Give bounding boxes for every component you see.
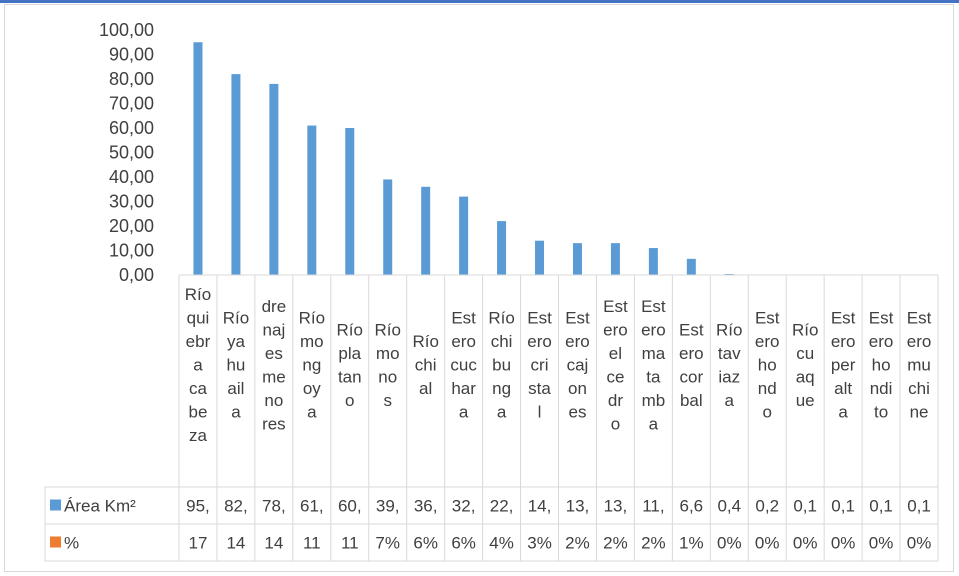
bar xyxy=(421,186,431,275)
table-value: 14, xyxy=(528,497,552,516)
table-value: 0,2 xyxy=(755,497,779,516)
bar xyxy=(610,243,620,275)
table-value: 17 xyxy=(189,534,208,553)
table-value: 61, xyxy=(300,497,324,516)
table-value: 13, xyxy=(566,497,590,516)
category-label: Est ero caj on es xyxy=(565,309,590,422)
bar xyxy=(686,258,696,275)
y-tick-label: 60,00 xyxy=(109,118,154,138)
table-value: 0,1 xyxy=(831,497,855,516)
table-value: 11, xyxy=(642,497,664,516)
legend-key-label: Área Km² xyxy=(64,497,136,516)
y-tick-label: 20,00 xyxy=(109,216,154,236)
table-value: 2% xyxy=(603,534,628,553)
y-tick-label: 90,00 xyxy=(109,45,154,65)
category-label: Río tav iaz a xyxy=(716,320,742,410)
table-value: 0% xyxy=(907,534,932,553)
y-tick-label: 10,00 xyxy=(109,241,154,261)
y-tick-label: 70,00 xyxy=(109,94,154,114)
bar xyxy=(535,240,545,275)
category-label: Est ero per alt a xyxy=(831,309,856,422)
category-labels: Río qui ebr a ca be za Río ya hu ail a dre naj es me no r… xyxy=(185,285,932,445)
bar xyxy=(572,243,582,275)
bar xyxy=(345,128,355,275)
table-value: 6% xyxy=(451,534,476,553)
table-value: 0,1 xyxy=(907,497,931,516)
table-value: 0,4 xyxy=(717,497,741,516)
bar xyxy=(497,221,507,275)
y-tick-label: 40,00 xyxy=(109,167,154,187)
top-accent-rule xyxy=(0,0,959,3)
table-value: 22, xyxy=(490,497,514,516)
category-label: dre naj es me no res xyxy=(262,297,287,434)
category-label: Est ero cor bal xyxy=(679,320,704,410)
category-label: Río ya hu ail a xyxy=(223,309,249,422)
table-value: 0% xyxy=(717,534,742,553)
table-value: 60, xyxy=(338,497,362,516)
table-value: 7% xyxy=(375,534,400,553)
category-label: Río chi bu ng a xyxy=(488,309,514,422)
table-value: 0% xyxy=(793,534,818,553)
table-value: 78, xyxy=(262,497,286,516)
category-label: Est ero mu chi ne xyxy=(907,309,932,422)
bar xyxy=(648,248,658,275)
category-label: Est ero ma ta mb a xyxy=(641,297,666,434)
legend-key-swatch xyxy=(50,536,61,548)
table-value: 14 xyxy=(226,534,245,553)
table-value: 36, xyxy=(414,497,438,516)
bar xyxy=(383,179,393,275)
y-tick-label: 30,00 xyxy=(109,192,154,212)
category-label: Río qui ebr a ca be za xyxy=(185,285,211,445)
category-label: Río cu aq ue xyxy=(792,320,818,410)
category-label: Est ero cuc har a xyxy=(450,309,477,422)
table-value: 3% xyxy=(527,534,552,553)
category-label: Est ero el ce dr o xyxy=(603,297,628,434)
table-value: 11 xyxy=(303,534,321,553)
table-value: 4% xyxy=(489,534,514,553)
category-label: Río chi al xyxy=(412,332,438,398)
y-tick-label: 100,00 xyxy=(99,20,154,40)
bar xyxy=(307,125,317,275)
bar xyxy=(231,74,241,275)
legend-key-swatch xyxy=(50,499,61,511)
category-label: Est ero ho ndi to xyxy=(869,309,894,422)
table-value: 82, xyxy=(224,497,248,516)
bar-series xyxy=(193,42,924,276)
bar xyxy=(193,42,203,275)
data-table-grid xyxy=(44,274,939,562)
bar xyxy=(269,83,279,276)
table-value: 0,1 xyxy=(869,497,893,516)
bar xyxy=(459,196,469,275)
chart-frame xyxy=(4,4,954,572)
table-value: 39, xyxy=(376,497,400,516)
table-value: 6% xyxy=(413,534,438,553)
table-value: 0% xyxy=(755,534,780,553)
category-label: Río mo no s xyxy=(374,320,400,410)
table-value: 2% xyxy=(565,534,590,553)
data-table-values: 95, 82, 78, 61, 60, 39, 36, 32, 22, 14, 13, 13, 11, 6… xyxy=(186,497,931,553)
y-tick-label: 50,00 xyxy=(109,143,154,163)
y-axis-ticks: 0,00 10,00 20,00 30,00 40,00 50,00 60,00 70,00 8… xyxy=(99,20,154,285)
legend-keys: Área Km²% xyxy=(50,497,136,553)
category-label: Río mo ng oy a xyxy=(299,309,325,422)
table-value: 14 xyxy=(264,534,283,553)
table-value: 0% xyxy=(831,534,856,553)
table-value: 6,6 xyxy=(680,497,704,516)
category-label: Est ero ho nd o xyxy=(755,309,780,422)
legend-key-label: % xyxy=(64,534,79,553)
table-value: 11 xyxy=(341,534,359,553)
y-tick-label: 0,00 xyxy=(119,265,154,285)
table-value: 1% xyxy=(679,534,704,553)
table-value: 95, xyxy=(186,497,210,516)
table-value: 32, xyxy=(452,497,476,516)
category-label: Est ero cri sta l xyxy=(527,309,552,422)
table-value: 0,1 xyxy=(793,497,817,516)
y-tick-label: 80,00 xyxy=(109,69,154,89)
table-value: 2% xyxy=(641,534,666,553)
table-value: 0% xyxy=(869,534,894,553)
table-value: 13, xyxy=(604,497,628,516)
category-label: Río pla tan o xyxy=(337,320,363,410)
